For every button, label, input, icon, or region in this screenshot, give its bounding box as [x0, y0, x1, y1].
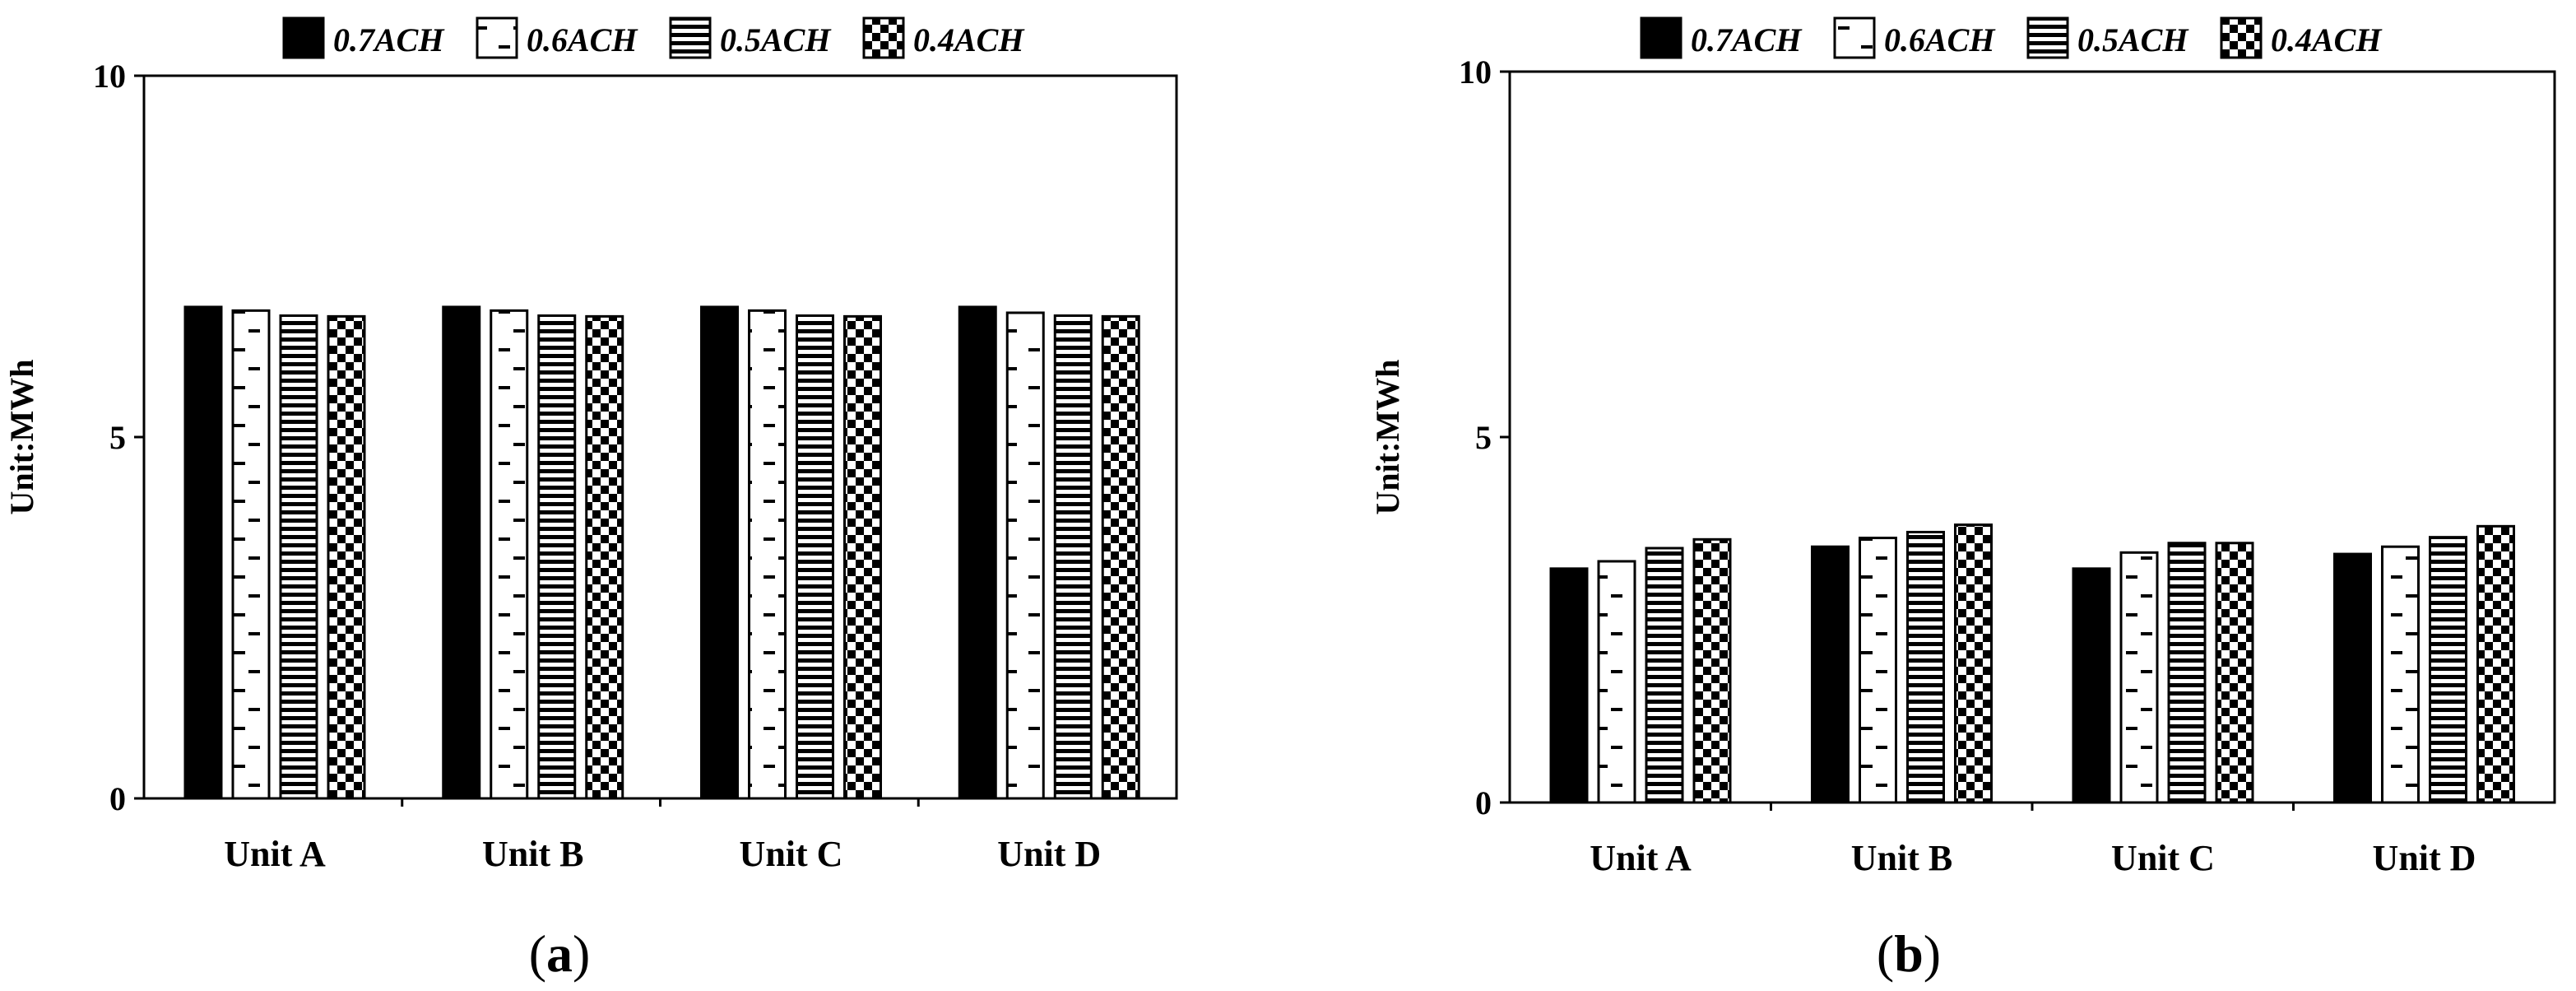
- legend-label: 0.7ACH: [1691, 21, 1803, 58]
- plot-area: [142, 74, 1178, 807]
- bar-0-6ach-unit-b: [490, 309, 529, 800]
- bar-0-4ach-unit-d: [1101, 314, 1140, 800]
- bar-0-4ach-unit-c: [843, 314, 882, 800]
- category-label: Unit A: [1590, 838, 1692, 878]
- bar-0-4ach-unit-c: [2215, 542, 2254, 804]
- legend-swatch: [1640, 16, 1683, 59]
- category-label: Unit D: [997, 834, 1101, 874]
- bar-0-5ach-unit-b: [1906, 530, 1945, 804]
- category-label: Unit C: [740, 834, 843, 874]
- legend-swatch: [669, 16, 712, 59]
- bar-0-6ach-unit-c: [2119, 551, 2159, 804]
- y-axis-ticks: 0 5 10: [1459, 54, 1510, 821]
- bar-0-6ach-unit-c: [748, 309, 787, 800]
- bar-0-5ach-unit-d: [2429, 536, 2467, 804]
- y-axis-ticks: 0 5 10: [93, 58, 144, 817]
- y-tick-label: 10: [1459, 54, 1492, 91]
- y-tick-label: 10: [93, 58, 126, 95]
- legend: 0.7ACH 0.6ACH 0.5ACH 0.4ACH: [1640, 16, 2383, 59]
- y-axis-label: Unit:MWh: [3, 360, 40, 515]
- legend-label: 0.5ACH: [2077, 21, 2189, 58]
- bar-0-4ach-unit-b: [1954, 523, 1993, 804]
- y-tick-label: 0: [1475, 784, 1492, 821]
- bar-0-6ach-unit-b: [1859, 537, 1897, 804]
- bar-0-7ach-unit-a: [1549, 567, 1589, 804]
- bar-0-7ach-unit-b: [442, 305, 481, 800]
- legend-swatch: [862, 16, 905, 59]
- y-axis-label: Unit:MWh: [1369, 360, 1406, 515]
- category-label: Unit B: [482, 834, 583, 874]
- category-label: Unit A: [224, 834, 326, 874]
- legend-swatch: [2026, 16, 2069, 59]
- bar-0-5ach-unit-c: [2167, 542, 2207, 804]
- legend-swatch: [1833, 16, 1876, 59]
- bar-0-7ach-unit-c: [2072, 567, 2111, 804]
- bar-0-5ach-unit-a: [1645, 547, 1684, 804]
- legend-label: 0.5ACH: [720, 21, 832, 58]
- x-axis-categories: Unit A Unit B Unit C Unit D: [224, 834, 1101, 874]
- bar-0-5ach-unit-d: [1053, 314, 1093, 800]
- bar-0-7ach-unit-d: [958, 305, 997, 800]
- category-label: Unit B: [1851, 838, 1952, 878]
- legend: 0.7ACH 0.6ACH 0.5ACH 0.4ACH: [282, 16, 1025, 59]
- bar-0-7ach-unit-a: [183, 305, 223, 800]
- bar-0-5ach-unit-b: [537, 314, 577, 800]
- panel-letter: a: [546, 924, 573, 983]
- bar-0-7ach-unit-b: [1811, 545, 1850, 804]
- plot-area: [1508, 70, 2556, 811]
- legend-label: 0.4ACH: [2271, 21, 2383, 58]
- bar-0-4ach-unit-a: [327, 314, 366, 800]
- y-tick-label: 5: [109, 419, 126, 456]
- legend-label: 0.6ACH: [1884, 21, 1996, 58]
- bar-0-7ach-unit-d: [2333, 552, 2372, 804]
- bar-0-4ach-unit-b: [585, 314, 624, 800]
- panel-caption: (a): [529, 924, 591, 983]
- bar-0-4ach-unit-a: [1692, 537, 1732, 804]
- legend-swatch: [282, 16, 325, 59]
- panel-caption: (b): [1877, 924, 1941, 983]
- legend-label: 0.7ACH: [333, 21, 445, 58]
- panel-letter: b: [1894, 924, 1924, 983]
- legend-swatch: [2220, 16, 2263, 59]
- bar-0-7ach-unit-c: [700, 305, 739, 800]
- y-tick-label: 5: [1475, 419, 1492, 456]
- legend-swatch: [476, 16, 518, 59]
- bar-0-5ach-unit-c: [796, 314, 834, 800]
- bar-0-6ach-unit-d: [1005, 311, 1045, 800]
- bar-0-6ach-unit-a: [231, 309, 271, 800]
- bar-0-6ach-unit-a: [1597, 560, 1636, 804]
- legend-label: 0.6ACH: [527, 21, 638, 58]
- bar-0-5ach-unit-a: [279, 314, 318, 800]
- x-axis-categories: Unit A Unit B Unit C Unit D: [1590, 838, 2476, 878]
- category-label: Unit D: [2373, 838, 2476, 878]
- y-tick-label: 0: [109, 780, 126, 817]
- category-label: Unit C: [2111, 838, 2215, 878]
- bar-0-6ach-unit-d: [2381, 545, 2420, 804]
- legend-label: 0.4ACH: [913, 21, 1025, 58]
- bar-0-4ach-unit-d: [2476, 524, 2515, 804]
